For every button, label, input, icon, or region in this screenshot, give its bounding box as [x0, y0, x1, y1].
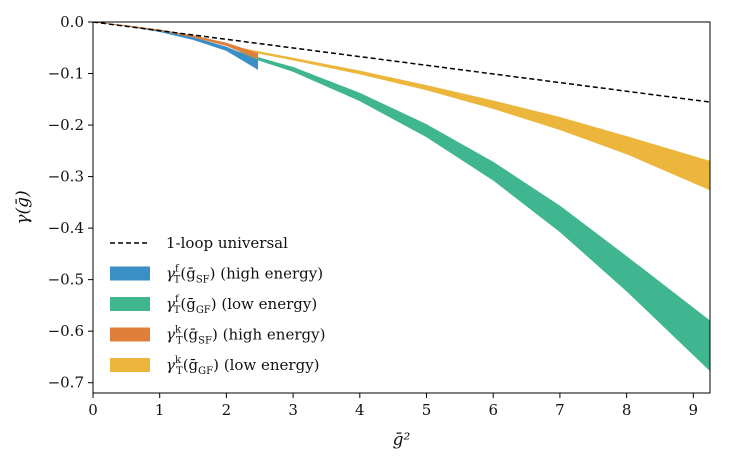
x-tick-label: 0 — [88, 401, 98, 419]
band-series-2 — [232, 50, 710, 372]
legend-label: γk T(ḡGF) (low energy) — [166, 355, 320, 377]
x-tick-label: 3 — [288, 401, 298, 419]
x-tick-label: 6 — [488, 401, 498, 419]
x-tick-label: 7 — [555, 401, 565, 419]
x-axis-ticks: 0 1 2 3 4 5 6 7 8 9 — [88, 393, 698, 419]
x-axis-label: ḡ² — [393, 430, 411, 450]
y-tick-label: −0.5 — [48, 271, 84, 289]
y-axis-ticks: 0.0 −0.1 −0.2 −0.3 −0.4 −0.5 −0.6 −0.7 — [48, 13, 93, 392]
data-lines — [93, 22, 710, 103]
legend-item: 1-loop universal — [110, 234, 288, 252]
data-bands — [93, 22, 710, 372]
legend-label: γf T(ḡSF) (high energy) — [166, 264, 323, 286]
legend: 1-loop universal γf T(ḡSF) (high energy) γf… — [110, 234, 325, 377]
legend-item: γf T(ḡGF) (low energy) — [110, 294, 317, 316]
y-tick-label: −0.6 — [48, 322, 84, 340]
y-tick-label: −0.1 — [48, 65, 84, 83]
legend-item: γf T(ḡSF) (high energy) — [110, 264, 323, 286]
x-tick-label: 1 — [155, 401, 165, 419]
legend-item: γk T(ḡSF) (high energy) — [110, 325, 325, 347]
legend-swatch — [110, 297, 150, 311]
plot-frame — [92, 21, 711, 394]
y-tick-label: 0.0 — [60, 13, 84, 31]
x-tick-label: 4 — [355, 401, 365, 419]
x-tick-label: 8 — [622, 401, 632, 419]
y-axis-label: γ(ḡ) — [13, 190, 33, 224]
band-series-4 — [232, 46, 710, 191]
y-tick-label: −0.3 — [48, 168, 84, 186]
legend-swatch — [110, 358, 150, 372]
x-tick-label: 2 — [222, 401, 232, 419]
legend-swatch — [110, 266, 150, 281]
legend-item: γk T(ḡGF) (low energy) — [110, 355, 320, 377]
legend-label: γk T(ḡSF) (high energy) — [166, 325, 325, 347]
band-series-3 — [93, 22, 259, 60]
y-tick-label: −0.7 — [48, 374, 84, 392]
line-1-loop-universal — [93, 22, 710, 103]
legend-label: 1-loop universal — [166, 234, 288, 252]
x-tick-label: 5 — [422, 401, 432, 419]
y-tick-label: −0.2 — [48, 116, 84, 134]
x-tick-label: 9 — [689, 401, 699, 419]
y-tick-label: −0.4 — [48, 219, 84, 237]
legend-label: γf T(ḡGF) (low energy) — [166, 294, 317, 316]
legend-swatch — [110, 327, 150, 342]
